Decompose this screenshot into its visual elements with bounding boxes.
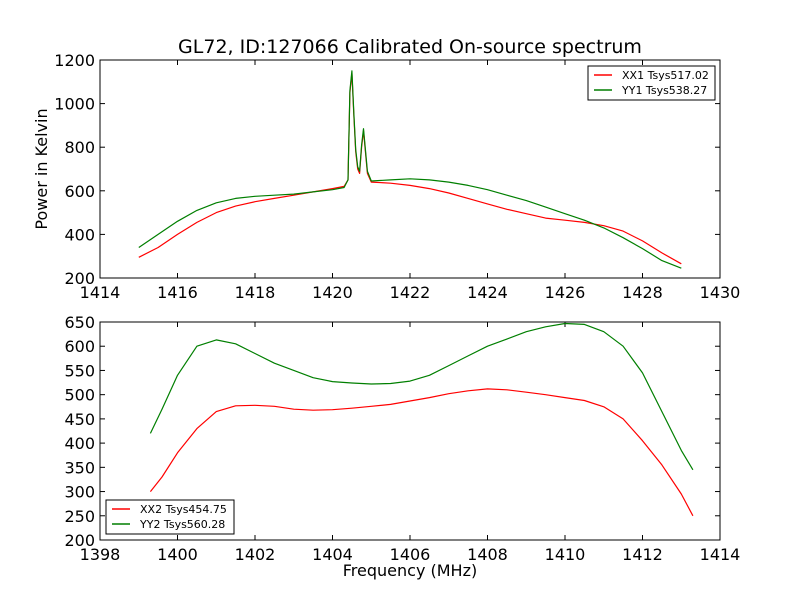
bottom-x-tick-label: 1398 [80,545,121,564]
top-series-line-yy1 [138,70,682,269]
bottom-y-tick-label: 200 [64,531,95,550]
bottom-y-tick-label: 450 [64,410,95,429]
top-legend: XX1 Tsys517.02 YY1 Tsys538.27 [587,65,716,101]
bottom-x-tick-label: 1414 [700,545,741,564]
bottom-y-tick-label: 400 [64,434,95,453]
top-x-tick-label: 1416 [157,283,198,302]
bottom-x-axis-label: Frequency (MHz) [343,561,477,580]
bottom-x-tick-label: 1406 [390,545,431,564]
bottom-legend: XX2 Tsys454.75 YY2 Tsys560.28 [105,499,235,535]
bottom-plot-frame [99,321,721,541]
bottom-y-tick-label: 250 [64,507,95,526]
bottom-y-tick-label: 300 [64,483,95,502]
top-y-axis-label: Power in Kelvin [32,108,51,229]
top-x-tick-label: 1428 [622,283,663,302]
top-legend-label-xx1: XX1 Tsys517.02 [622,69,709,82]
top-y-tick-label: 800 [64,138,95,157]
chart-title: GL72, ID:127066 Calibrated On-source spe… [178,36,642,58]
top-y-tick-label: 400 [64,225,95,244]
top-x-tick-label: 1422 [390,283,431,302]
bottom-y-tick-label: 650 [64,313,95,332]
bottom-series [149,322,694,517]
top-ticks: 1414 1416 1418 1420 1422 1424 1426 1428 1430 200 4… [54,51,740,302]
top-legend-label-yy1: YY1 Tsys538.27 [621,84,707,97]
bottom-legend-label-yy2: YY2 Tsys560.28 [139,518,225,531]
top-series [138,70,682,269]
bottom-x-tick-label: 1410 [545,545,586,564]
bottom-ticks: 1398 1400 1402 1404 1406 1408 1410 1412 1414 200 2… [64,313,740,564]
top-x-tick-label: 1424 [467,283,508,302]
bottom-x-tick-label: 1404 [312,545,353,564]
bottom-x-tick-label: 1412 [622,545,663,564]
bottom-legend-box [105,499,235,535]
bottom-y-tick-label: 350 [64,458,95,477]
bottom-x-tick-label: 1400 [157,545,198,564]
top-y-tick-label: 600 [64,182,95,201]
top-y-tick-label: 1200 [54,51,95,70]
top-x-tick-label: 1420 [312,283,353,302]
bottom-y-tick-label: 600 [64,337,95,356]
bottom-y-tick-label: 500 [64,386,95,405]
top-x-tick-label: 1430 [700,283,741,302]
top-x-tick-label: 1414 [80,283,121,302]
top-x-tick-label: 1426 [545,283,586,302]
top-y-tick-label: 1000 [54,95,95,114]
bottom-x-tick-label: 1402 [235,545,276,564]
top-legend-box [587,65,716,101]
top-y-tick-label: 200 [64,269,95,288]
bottom-series-line-yy2 [149,322,694,471]
bottom-series-line-xx2 [149,388,694,517]
bottom-x-tick-label: 1408 [467,545,508,564]
top-x-tick-label: 1418 [235,283,276,302]
bottom-legend-label-xx2: XX2 Tsys454.75 [140,503,227,516]
top-plot-frame [99,59,721,279]
bottom-y-tick-label: 550 [64,361,95,380]
